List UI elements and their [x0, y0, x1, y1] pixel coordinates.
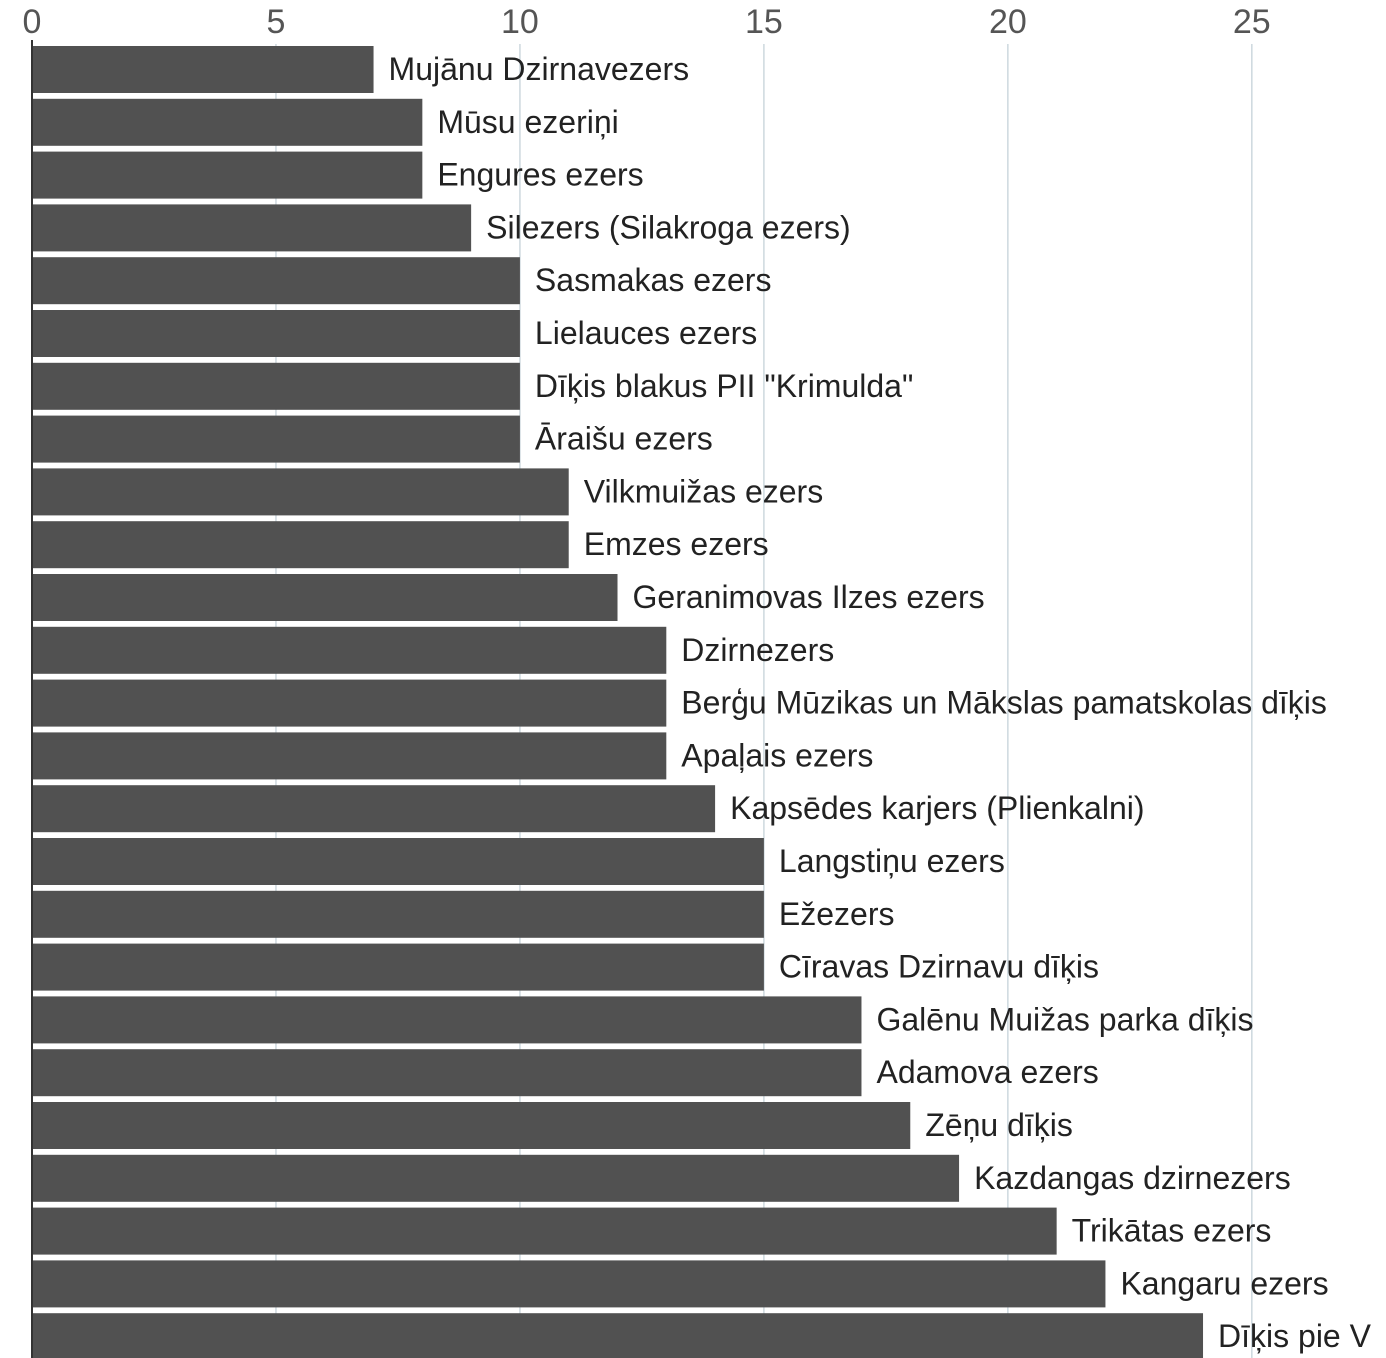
bar	[32, 362, 520, 410]
bar-label: Apaļais ezers	[681, 737, 873, 773]
x-tick-label: 20	[989, 3, 1027, 41]
bar-label: Vilkmuižas ezers	[584, 473, 823, 509]
bar	[32, 996, 862, 1044]
bar-label: Kapsēdes karjers (Plienkalni)	[730, 790, 1144, 826]
bar-label: Dzirnezers	[681, 632, 834, 668]
bar-label: Lielauces ezers	[535, 315, 757, 351]
bar	[32, 1154, 960, 1202]
bar-label: Galēnu Muižas parka dīķis	[876, 1001, 1253, 1037]
bar	[32, 838, 764, 885]
bar-label: Dīķis blakus PII "Krimulda"	[535, 368, 913, 404]
bar-label: Kazdangas dzirnezers	[974, 1160, 1291, 1196]
x-tick-label: 25	[1233, 3, 1271, 41]
bar	[32, 732, 667, 780]
bar-label: Trikātas ezers	[1072, 1213, 1272, 1249]
bar-label: Zēņu dīķis	[925, 1107, 1073, 1143]
bar	[32, 1313, 1204, 1358]
bar	[32, 415, 520, 463]
bar	[32, 890, 764, 938]
bar	[32, 521, 569, 569]
bar-label: Adamova ezers	[876, 1054, 1098, 1090]
bar	[32, 46, 374, 93]
bar-label: Cīravas Dzirnavu dīķis	[779, 949, 1099, 985]
bar	[32, 1049, 862, 1097]
bar	[32, 98, 423, 146]
bar-label: Silezers (Silakroga ezers)	[486, 209, 851, 245]
x-tick-label: 0	[23, 3, 42, 41]
bar	[32, 574, 618, 621]
bar-label: Langstiņu ezers	[779, 843, 1005, 879]
bar-label: Ežezers	[779, 896, 895, 932]
x-tick-label: 15	[745, 3, 783, 41]
bar-label: Geranimovas Ilzes ezers	[633, 579, 985, 615]
x-tick-label: 10	[501, 3, 539, 41]
bar	[32, 257, 520, 305]
bar-label: Āraišu ezers	[535, 421, 713, 457]
x-tick-label: 5	[267, 3, 286, 41]
bar	[32, 468, 569, 516]
bar	[32, 626, 667, 674]
bar	[32, 1207, 1057, 1255]
bar	[32, 151, 423, 199]
bar-label: Mujānu Dzirnavezers	[389, 51, 690, 87]
bar-label: Berģu Mūzikas un Mākslas pamatskolas dīķ…	[681, 685, 1327, 721]
bar	[32, 785, 716, 833]
bar-label: Engures ezers	[437, 157, 643, 193]
bar-label: Mūsu ezeriņi	[437, 104, 618, 140]
bar-label: Kangaru ezers	[1120, 1265, 1328, 1301]
bar	[32, 679, 667, 727]
bar-label: Emzes ezers	[584, 526, 769, 562]
bar	[32, 943, 764, 991]
bar-label: Dīķis pie V	[1218, 1318, 1372, 1354]
bar-label: Sasmakas ezers	[535, 262, 772, 298]
bar	[32, 204, 472, 252]
bar	[32, 1102, 911, 1149]
bar	[32, 310, 520, 357]
bar	[32, 1260, 1106, 1308]
